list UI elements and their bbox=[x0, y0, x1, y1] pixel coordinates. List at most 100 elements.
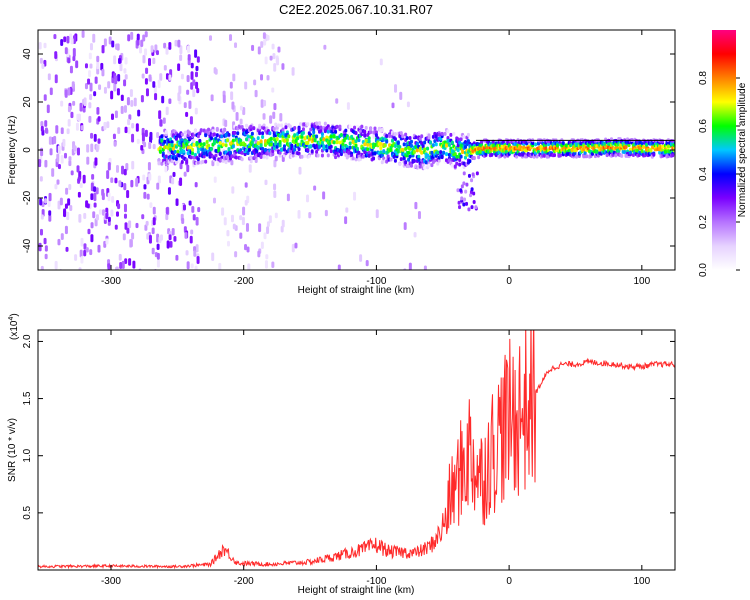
heatmap-cell bbox=[268, 131, 272, 136]
heatmap-cell bbox=[152, 81, 156, 88]
heatmap-cell bbox=[180, 73, 184, 80]
heatmap-cell bbox=[70, 38, 74, 45]
heatmap-cell bbox=[140, 39, 144, 48]
heatmap-cell bbox=[271, 149, 275, 154]
heatmap-cell bbox=[115, 164, 119, 173]
heatmap-cell bbox=[379, 150, 383, 155]
heatmap-cell bbox=[355, 146, 359, 151]
heatmap-cell bbox=[204, 133, 208, 138]
heatmap-cell bbox=[38, 242, 42, 252]
heatmap-cell bbox=[111, 40, 115, 48]
heatmap-cell bbox=[306, 194, 310, 203]
heatmap-cell bbox=[396, 140, 400, 145]
heatmap-cell bbox=[379, 146, 383, 151]
heatmap-cell bbox=[658, 150, 662, 155]
heatmap-cell bbox=[254, 89, 258, 98]
heatmap-cell bbox=[118, 57, 122, 65]
heatmap-cell bbox=[106, 121, 110, 129]
heatmap-cell bbox=[126, 227, 130, 234]
heatmap-cell bbox=[170, 140, 174, 145]
heatmap-cell bbox=[322, 144, 326, 149]
heatmap-cell bbox=[463, 197, 467, 202]
heatmap-cell bbox=[54, 260, 58, 270]
heatmap-cell bbox=[291, 243, 295, 253]
heatmap-cell bbox=[103, 121, 107, 131]
snr-xlabel: Height of straight line (km) bbox=[298, 585, 415, 596]
heatmap-cell bbox=[627, 143, 631, 148]
heatmap-cell bbox=[160, 161, 164, 166]
heatmap-cell bbox=[264, 179, 268, 186]
heatmap-cell bbox=[156, 233, 160, 243]
y-tick-label: -20 bbox=[22, 190, 33, 205]
heatmap-cell bbox=[281, 127, 285, 132]
heatmap-cell bbox=[67, 198, 71, 206]
heatmap-cell bbox=[142, 54, 146, 64]
heatmap-cell bbox=[168, 74, 172, 81]
heatmap-cell bbox=[39, 198, 43, 206]
heatmap-cell bbox=[129, 89, 133, 97]
heatmap-cell bbox=[595, 149, 599, 154]
heatmap-cell bbox=[269, 55, 273, 61]
heatmap-cell bbox=[57, 238, 61, 246]
heatmap-cell bbox=[294, 242, 298, 249]
heatmap-cell bbox=[151, 247, 155, 255]
heatmap-cell bbox=[271, 43, 275, 50]
heatmap-cell bbox=[51, 168, 55, 177]
heatmap-cell bbox=[185, 160, 189, 165]
heatmap-cell bbox=[276, 57, 280, 66]
heatmap-cell bbox=[373, 151, 377, 156]
heatmap-cell bbox=[136, 138, 140, 144]
heatmap-cell bbox=[86, 156, 90, 165]
heatmap-cell bbox=[44, 245, 48, 252]
heatmap-cell bbox=[375, 209, 379, 219]
heatmap-cell bbox=[54, 183, 58, 190]
heatmap-cell bbox=[222, 94, 226, 103]
heatmap-cell bbox=[89, 93, 93, 101]
heatmap-cell bbox=[188, 131, 192, 136]
heatmap-cell bbox=[471, 149, 475, 154]
heatmap-cell bbox=[467, 207, 471, 212]
heatmap-cell bbox=[256, 136, 260, 141]
heatmap-cell bbox=[268, 215, 272, 224]
heatmap-cell bbox=[178, 85, 182, 95]
heatmap-cell bbox=[465, 152, 469, 157]
heatmap-cell bbox=[188, 200, 192, 206]
heatmap-cell bbox=[535, 154, 539, 159]
heatmap-cell bbox=[204, 159, 208, 164]
heatmap-cell bbox=[179, 54, 183, 61]
heatmap-cell bbox=[414, 135, 418, 140]
heatmap-cell bbox=[123, 203, 127, 213]
heatmap-cell bbox=[38, 42, 42, 50]
heatmap-cell bbox=[318, 144, 322, 149]
heatmap-cell bbox=[313, 124, 317, 129]
heatmap-cell bbox=[186, 45, 190, 53]
heatmap-cell bbox=[77, 191, 81, 198]
heatmap-cell bbox=[176, 149, 180, 154]
heatmap-cell bbox=[47, 200, 51, 208]
heatmap-cell bbox=[164, 154, 168, 159]
heatmap-cell bbox=[263, 232, 267, 240]
heatmap-cell bbox=[642, 145, 646, 150]
heatmap-cell bbox=[445, 152, 449, 157]
heatmap-cell bbox=[273, 103, 277, 111]
heatmap-cell bbox=[331, 125, 335, 130]
heatmap-cell bbox=[252, 126, 256, 131]
heatmap-cell bbox=[207, 143, 211, 148]
heatmap-cell bbox=[138, 268, 142, 270]
heatmap-cell bbox=[79, 182, 83, 189]
heatmap-cell bbox=[202, 154, 206, 159]
heatmap-cell bbox=[534, 142, 538, 147]
figure-title: C2E2.2025.067.10.31.R07 bbox=[279, 2, 433, 17]
heatmap-cell bbox=[118, 180, 122, 187]
heatmap-cell bbox=[274, 122, 278, 127]
heatmap-cell bbox=[264, 260, 268, 269]
heatmap-cell bbox=[367, 136, 371, 141]
heatmap-cell bbox=[93, 91, 97, 97]
heatmap-cell bbox=[177, 63, 181, 71]
heatmap-cell bbox=[574, 154, 578, 159]
heatmap-cell bbox=[394, 84, 398, 93]
heatmap-cell bbox=[437, 132, 441, 137]
heatmap-cell bbox=[147, 162, 151, 171]
heatmap-cell bbox=[228, 150, 232, 155]
heatmap-cell bbox=[573, 151, 577, 156]
